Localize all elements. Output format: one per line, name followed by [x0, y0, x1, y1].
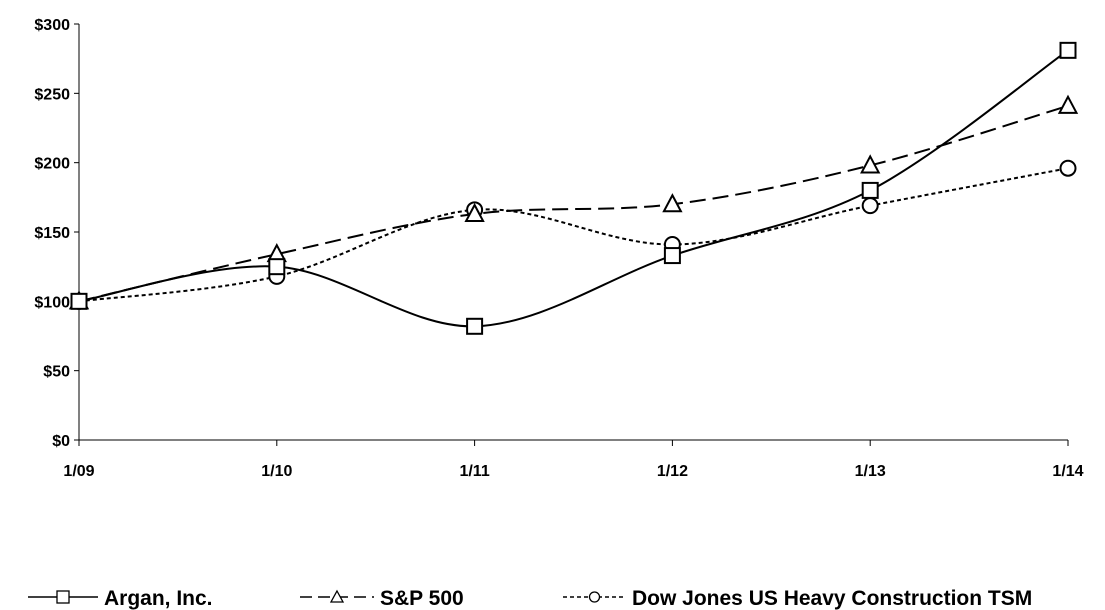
data-point-square [663, 247, 681, 265]
data-point-circle [1059, 159, 1077, 177]
data-point-square [70, 292, 88, 310]
series-layer [68, 41, 1079, 335]
legend-marker-circle [588, 591, 601, 603]
data-point-triangle [662, 193, 683, 213]
x-tick-label: 1/13 [855, 463, 886, 480]
x-tick-label: 1/12 [657, 463, 688, 480]
y-tick-label: $150 [34, 225, 70, 242]
x-tick-label: 1/09 [63, 463, 94, 480]
legend: Argan, Inc. S&P 500 Dow Jones US Heavy Con… [28, 587, 1032, 610]
y-tick-label: $0 [52, 433, 70, 450]
data-point-square [268, 258, 286, 276]
y-tick-label: $300 [34, 17, 70, 34]
legend-item: Dow Jones US Heavy Construction TSM [563, 587, 1032, 610]
x-tick-label: 1/11 [459, 463, 489, 480]
series-line-square [78, 49, 1069, 328]
legend-marker-square [56, 590, 70, 604]
y-tick-label: $100 [34, 294, 70, 311]
series-square [78, 49, 1069, 328]
series-line-circle [78, 167, 1069, 303]
y-axis-ticks: $0 $50 $100 $150 $200 $250 $300 [34, 17, 79, 450]
x-tick-label: 1/10 [261, 463, 292, 480]
y-tick-label: $50 [43, 364, 70, 381]
legend-marker-triangle [329, 589, 345, 603]
data-point-triangle [860, 154, 881, 174]
legend-item: Argan, Inc. [28, 587, 213, 610]
series-circle [78, 167, 1069, 303]
x-axis-ticks: 1/09 1/10 1/11 1/12 1/13 1/14 [63, 440, 1084, 480]
data-point-square [861, 181, 879, 199]
y-tick-label: $250 [34, 86, 70, 103]
data-point-square [466, 317, 484, 335]
legend-label: Argan, Inc. [104, 587, 213, 610]
x-tick-label: 1/14 [1052, 463, 1083, 480]
data-point-triangle [464, 202, 485, 222]
data-point-square [1059, 41, 1077, 59]
legend-label: Dow Jones US Heavy Construction TSM [632, 587, 1032, 610]
legend-label: S&P 500 [380, 587, 464, 610]
series-line-triangle [78, 104, 1069, 303]
data-point-circle [861, 197, 879, 215]
y-tick-label: $200 [34, 156, 70, 173]
axes [78, 24, 1068, 441]
series-triangle [78, 104, 1069, 303]
data-point-triangle [1057, 94, 1079, 114]
legend-item: S&P 500 [300, 587, 464, 610]
